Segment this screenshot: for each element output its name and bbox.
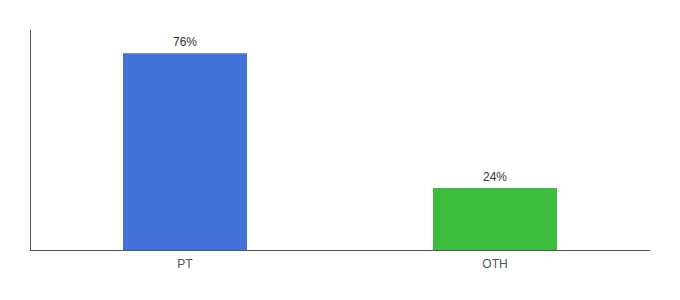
svg-text:OTH: OTH [482,257,507,271]
svg-text:24%: 24% [483,170,507,184]
svg-text:76%: 76% [173,35,197,49]
svg-text:PT: PT [177,257,193,271]
